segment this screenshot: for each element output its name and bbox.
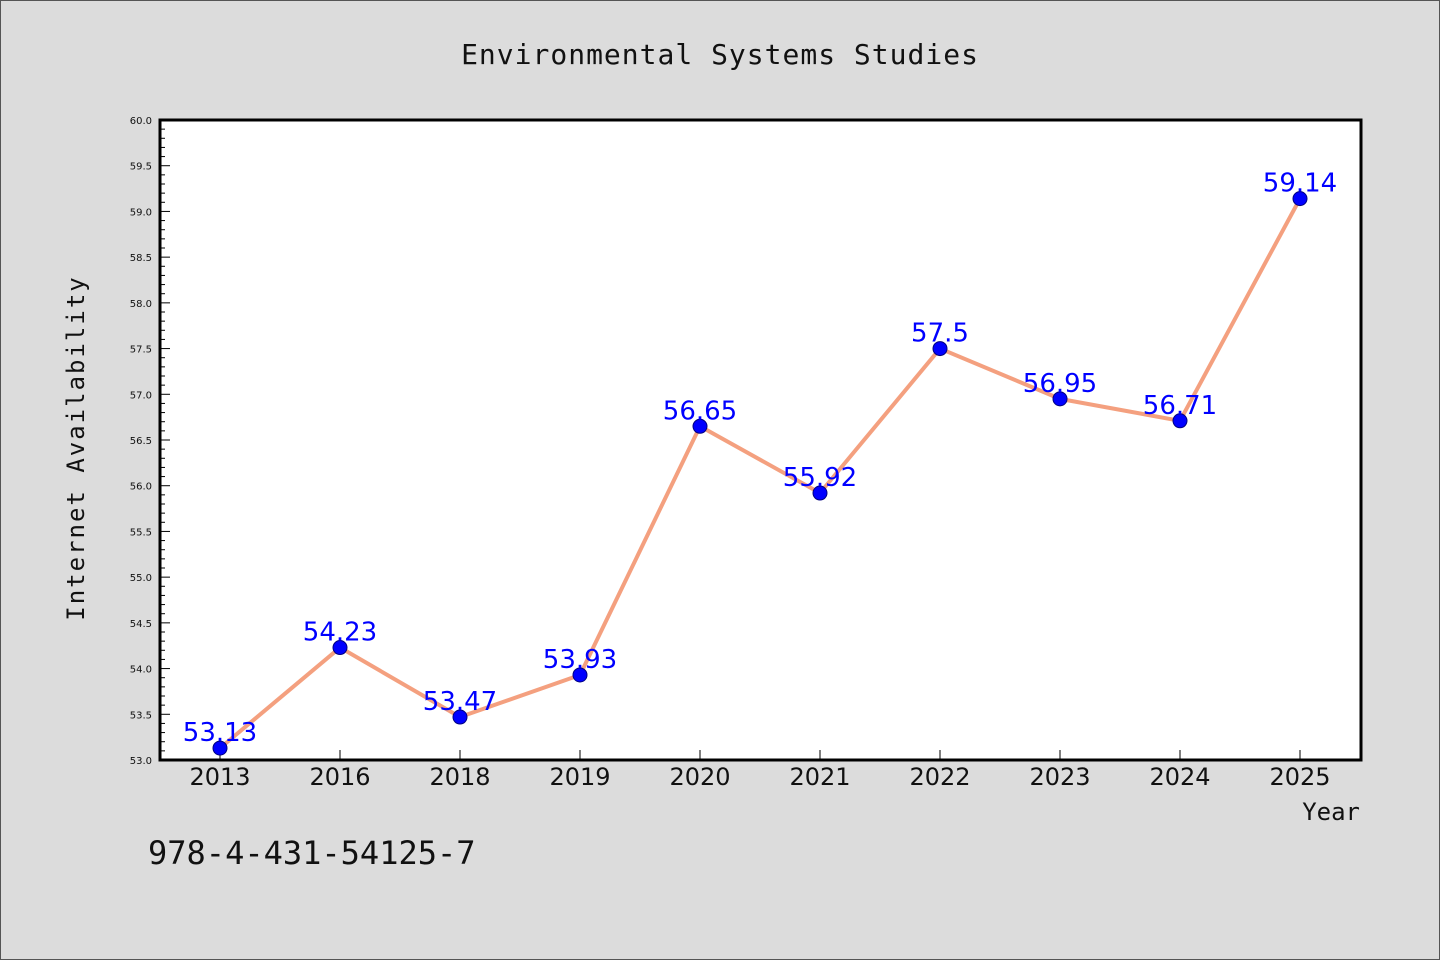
y-tick-label: 55.5 xyxy=(130,527,152,538)
chart-title: Environmental Systems Studies xyxy=(461,38,979,71)
plot-area xyxy=(160,120,1361,760)
data-label: 57.5 xyxy=(911,319,969,349)
series-polyline xyxy=(218,196,1302,751)
y-tick-label: 55.0 xyxy=(130,573,152,584)
data-labels: 53.13 54.23 53.47 53.93 56.65 55.92 57.5 56.95 5… xyxy=(183,169,1337,748)
data-point xyxy=(1292,191,1308,207)
y-tick-label: 58.5 xyxy=(130,253,152,264)
data-point xyxy=(212,740,228,756)
x-tick-label: 2018 xyxy=(429,763,490,791)
data-label: 56.71 xyxy=(1143,391,1217,421)
data-point xyxy=(1172,413,1188,429)
data-label: 56.95 xyxy=(1023,369,1097,399)
x-axis: 2013 2016 2018 2019 2020 2021 2022 2023 2024 2025 xyxy=(189,750,1331,791)
y-tick-label: 59.0 xyxy=(130,207,152,218)
data-label: 54.23 xyxy=(303,618,377,648)
data-point xyxy=(332,640,348,656)
x-axis-label: Year xyxy=(1302,798,1360,826)
data-label: 53.13 xyxy=(183,718,257,748)
y-tick-label: 56.5 xyxy=(130,436,152,447)
y-tick-label: 60.0 xyxy=(130,116,152,127)
y-tick-label: 57.5 xyxy=(130,345,152,356)
x-tick-label: 2024 xyxy=(1149,763,1210,791)
x-tick-label: 2016 xyxy=(309,763,370,791)
y-tick-label: 54.0 xyxy=(130,665,152,676)
y-tick-label: 58.0 xyxy=(130,299,152,310)
y-tick-label: 56.0 xyxy=(130,482,152,493)
data-label: 55.92 xyxy=(783,463,857,493)
data-label: 59.14 xyxy=(1263,169,1337,199)
y-tick-label: 54.5 xyxy=(130,619,152,630)
data-point xyxy=(932,341,948,357)
data-label: 56.65 xyxy=(663,396,737,426)
series-line xyxy=(218,196,1302,751)
data-point xyxy=(572,667,588,683)
plot-border xyxy=(158,118,1363,762)
x-tick-label: 2013 xyxy=(189,763,250,791)
x-tick-label: 2020 xyxy=(669,763,730,791)
data-point xyxy=(812,485,828,501)
x-tick-label: 2023 xyxy=(1029,763,1090,791)
data-point xyxy=(1052,391,1068,407)
series-markers xyxy=(212,191,1308,756)
y-axis-label: Internet Availability xyxy=(62,275,90,620)
data-point xyxy=(452,709,468,725)
x-tick-label: 2021 xyxy=(789,763,850,791)
isbn-footer: 978-4-431-54125-7 xyxy=(148,834,476,872)
y-tick-label: 53.5 xyxy=(130,710,152,721)
x-tick-label: 2025 xyxy=(1269,763,1330,791)
y-tick-label: 57.0 xyxy=(130,390,152,401)
x-tick-label: 2019 xyxy=(549,763,610,791)
data-label: 53.47 xyxy=(423,687,497,717)
y-tick-label: 53.0 xyxy=(130,756,152,767)
x-tick-label: 2022 xyxy=(909,763,970,791)
data-label: 53.93 xyxy=(543,645,617,675)
y-tick-label: 59.5 xyxy=(130,162,152,173)
data-point xyxy=(692,418,708,434)
